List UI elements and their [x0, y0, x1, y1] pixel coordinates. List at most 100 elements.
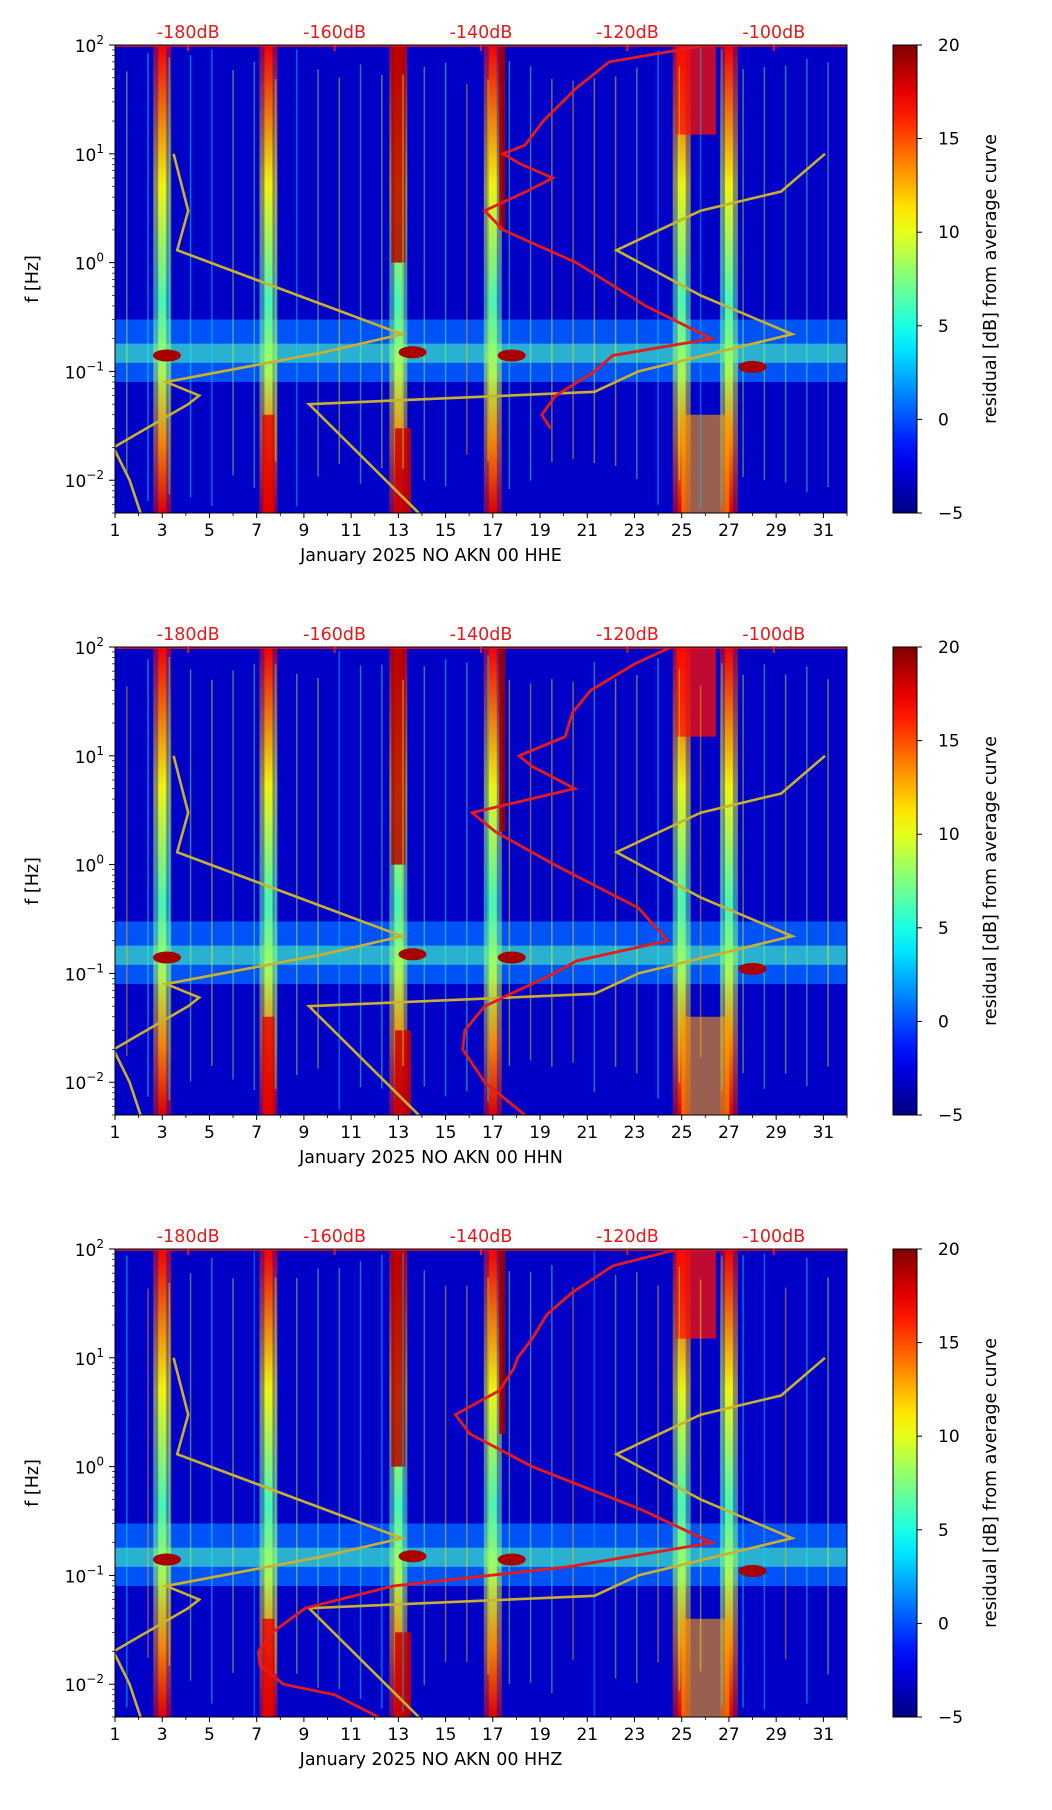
x-tick-label: 15	[435, 1725, 457, 1745]
x-tick-label: 3	[157, 1725, 168, 1745]
x-tick-label: 13	[388, 521, 410, 541]
colorbar-tick-label: 5	[938, 919, 949, 939]
x-tick-label: 15	[435, 1123, 457, 1143]
storm-band	[391, 1249, 406, 1467]
hot-spot	[398, 948, 427, 961]
db-tick-label: -140dB	[450, 1227, 513, 1247]
colorbar-tick-label: −5	[938, 504, 963, 524]
db-tick-label: -120dB	[596, 625, 659, 645]
x-tick-label: 29	[765, 521, 787, 541]
x-tick-label: 11	[340, 521, 362, 541]
x-axis-label: January 2025 NO AKN 00 HHN	[298, 1148, 563, 1168]
x-tick-label: 11	[340, 1123, 362, 1143]
db-tick-label: -140dB	[450, 625, 513, 645]
y-tick-base: 10	[75, 146, 97, 166]
db-tick-label: -120dB	[596, 1227, 659, 1247]
y-tick-label: 10−2	[65, 1672, 104, 1696]
y-tick-base: 10	[65, 1074, 87, 1094]
hot-spot	[738, 962, 767, 975]
y-tick-exponent: −2	[86, 1070, 104, 1084]
noise-model-curve-2	[305, 754, 826, 1115]
x-tick-label: 27	[718, 1123, 740, 1143]
x-tick-label: 5	[204, 521, 215, 541]
db-tick-label: -100dB	[742, 23, 805, 43]
hot-spot	[152, 349, 181, 362]
x-tick-label: 3	[157, 521, 168, 541]
y-tick-base: 10	[75, 37, 97, 57]
y-tick-exponent: 1	[96, 1346, 104, 1360]
y-axis-label: f [Hz]	[23, 1459, 43, 1507]
colorbar-tick-label: −5	[938, 1106, 963, 1126]
x-tick-label: 17	[482, 1123, 504, 1143]
activity-band-core	[724, 1249, 733, 1717]
y-tick-label: 101	[75, 1346, 104, 1370]
x-tick-label: 21	[576, 1123, 598, 1143]
colorbar-label: residual [dB] from average curve	[981, 736, 1001, 1026]
activity-band-core	[677, 1249, 686, 1717]
x-tick-label: 29	[765, 1725, 787, 1745]
average-psd-curve	[257, 1249, 717, 1717]
y-tick-label: 100	[75, 1455, 104, 1479]
average-psd-curve	[461, 647, 672, 1115]
colorbar-tick-label: 15	[938, 130, 960, 150]
storm-band	[391, 45, 406, 263]
x-tick-label: 23	[624, 1725, 646, 1745]
y-tick-label: 100	[75, 853, 104, 877]
activity-band-core	[264, 45, 273, 513]
db-tick-label: -160dB	[303, 625, 366, 645]
y-tick-exponent: 2	[96, 635, 104, 649]
y-tick-base: 10	[65, 472, 87, 492]
y-tick-exponent: −1	[86, 359, 104, 373]
hot-spot	[738, 360, 767, 373]
high-freq-band	[675, 1249, 716, 1339]
y-tick-exponent: −2	[86, 1672, 104, 1686]
colorbar-label: residual [dB] from average curve	[981, 134, 1001, 424]
y-tick-exponent: −1	[86, 1563, 104, 1577]
db-tick-label: -160dB	[303, 23, 366, 43]
x-tick-label: 1	[110, 1725, 121, 1745]
y-tick-label: 10−1	[65, 1563, 104, 1587]
y-tick-label: 102	[75, 1237, 104, 1261]
x-tick-label: 23	[624, 1123, 646, 1143]
y-tick-label: 101	[75, 744, 104, 768]
y-tick-label: 102	[75, 635, 104, 659]
colorbar-tick-label: 10	[938, 825, 960, 845]
x-tick-label: 17	[482, 1725, 504, 1745]
y-tick-base: 10	[75, 255, 97, 275]
activity-band-core	[724, 647, 733, 1115]
y-tick-base: 10	[75, 639, 97, 659]
colorbar-tick-label: 20	[938, 1240, 960, 1260]
activity-band-core	[677, 647, 686, 1115]
x-tick-label: 31	[813, 1123, 835, 1143]
x-tick-label: 25	[671, 1725, 693, 1745]
storm-band	[499, 45, 506, 230]
activity-band-core	[264, 647, 273, 1115]
y-tick-base: 10	[65, 1676, 87, 1696]
y-tick-base: 10	[65, 363, 87, 383]
x-tick-label: 21	[576, 1725, 598, 1745]
storm-band	[499, 647, 506, 832]
high-freq-band	[675, 647, 716, 737]
x-tick-label: 27	[718, 1725, 740, 1745]
activity-band-core	[394, 1249, 403, 1717]
x-tick-label: 9	[298, 1725, 309, 1745]
db-tick-label: -100dB	[742, 625, 805, 645]
y-tick-base: 10	[75, 1350, 97, 1370]
colorbar-tick-label: −5	[938, 1708, 963, 1728]
x-tick-label: 31	[813, 1725, 835, 1745]
average-psd-curve	[482, 45, 717, 430]
hot-spot	[497, 1553, 526, 1566]
low-freq-band	[681, 1618, 730, 1717]
noise-model-curve-1	[115, 755, 407, 1115]
hot-spot	[497, 951, 526, 964]
noise-model-curve-2	[305, 1356, 826, 1717]
x-tick-label: 23	[624, 521, 646, 541]
y-tick-exponent: 2	[96, 33, 104, 47]
colorbar-tick-label: 0	[938, 1614, 949, 1634]
y-tick-exponent: 0	[96, 853, 104, 867]
x-axis-label: January 2025 NO AKN 00 HHE	[299, 546, 562, 566]
